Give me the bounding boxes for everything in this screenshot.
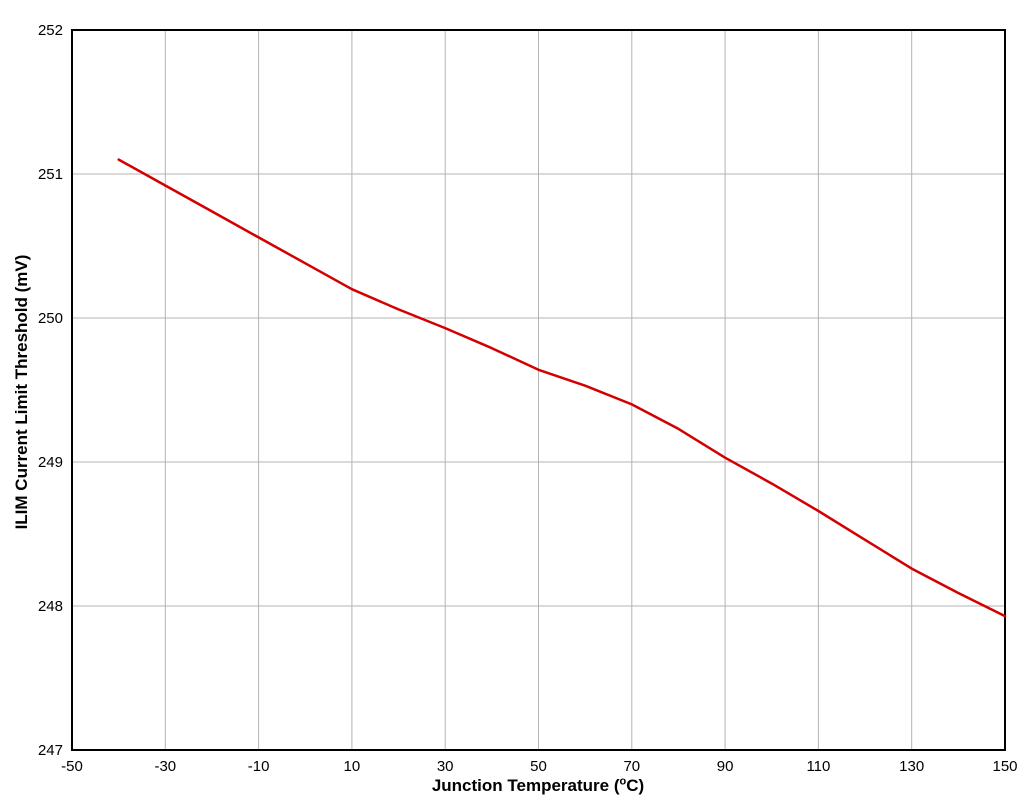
degree-superscript: o (619, 775, 627, 788)
x-axis-title-pre: Junction Temperature ( (431, 776, 620, 795)
x-tick-label: -50 (61, 758, 83, 775)
x-tick-label: 30 (437, 758, 454, 775)
y-tick-label: 248 (38, 598, 63, 615)
x-tick-label: 110 (806, 758, 830, 775)
x-tick-label: 70 (623, 758, 640, 775)
x-tick-label: 10 (344, 758, 361, 775)
x-tick-label: 130 (899, 758, 924, 775)
x-tick-label: 50 (530, 758, 547, 775)
y-tick-label: 249 (38, 454, 63, 471)
plot-border (71, 29, 1006, 751)
x-tick-label: -10 (248, 758, 270, 775)
x-tick-label: 90 (717, 758, 734, 775)
y-tick-label: 247 (38, 742, 63, 759)
y-tick-label: 252 (38, 22, 63, 39)
x-axis-title: Junction Temperature (oC) (432, 776, 644, 796)
y-axis-title: ILIM Current Limit Threshold (mV) (12, 212, 32, 572)
x-tick-label: -30 (154, 758, 176, 775)
series-line (117, 158, 1007, 618)
y-axis-title-text: ILIM Current Limit Threshold (mV) (12, 254, 31, 530)
y-tick-label: 250 (38, 310, 63, 327)
x-axis-title-post: C) (626, 776, 645, 795)
x-tick-label: 150 (992, 758, 1017, 775)
y-tick-label: 251 (38, 166, 63, 183)
